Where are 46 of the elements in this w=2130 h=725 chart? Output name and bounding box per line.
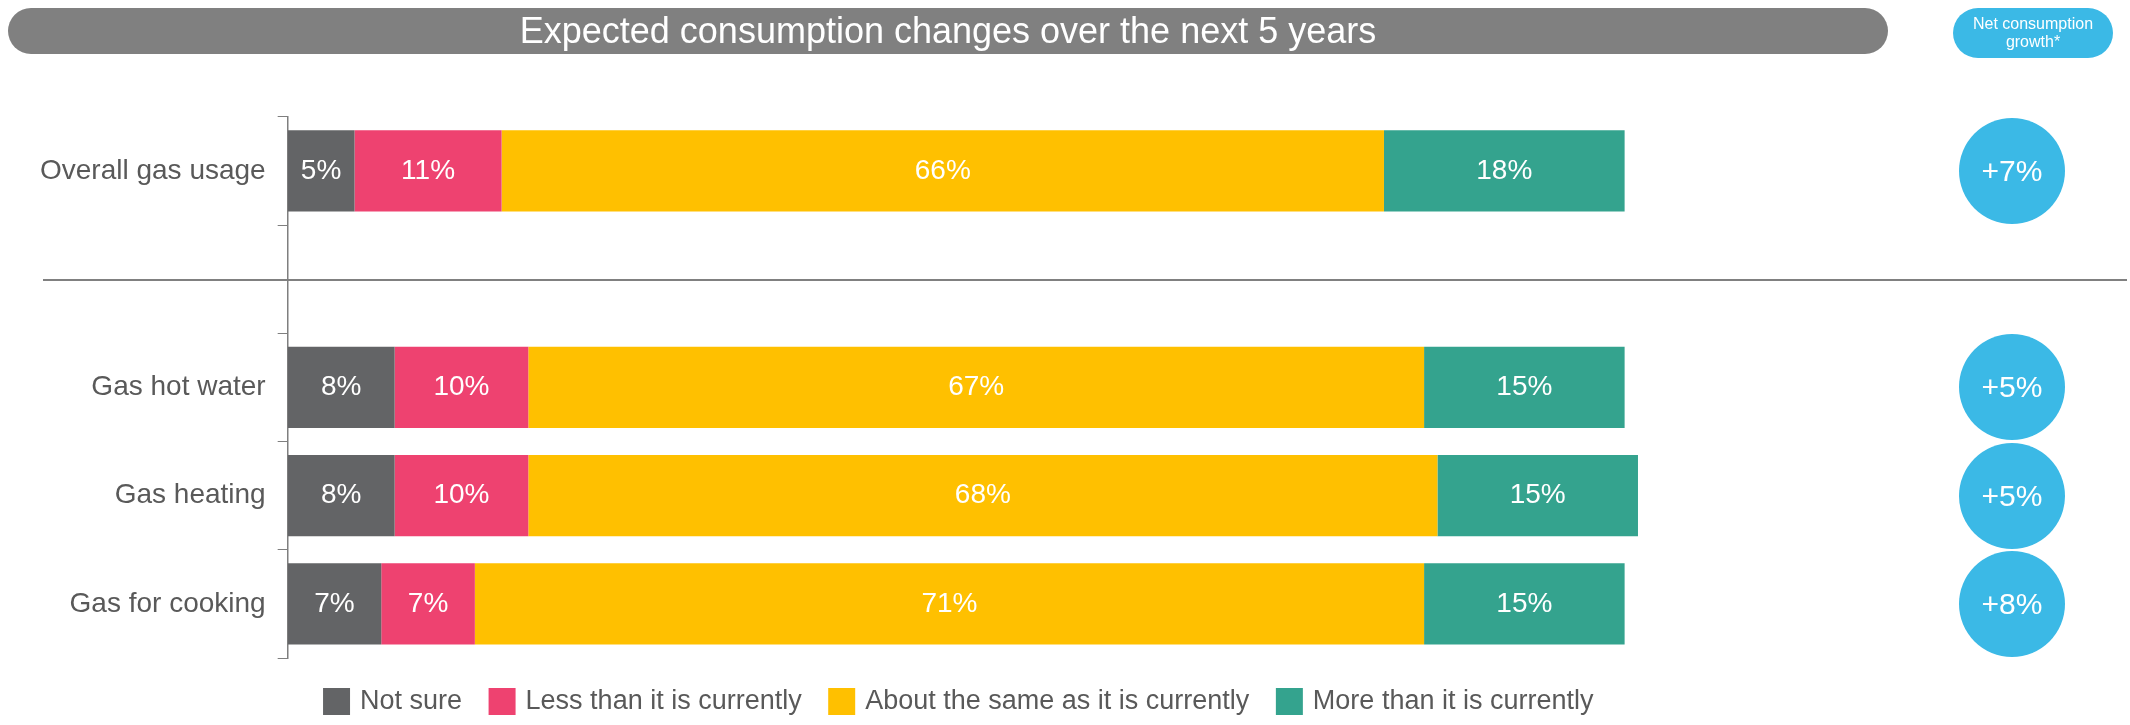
data-label: 18%	[1476, 153, 1533, 185]
bar	[394, 455, 529, 537]
y-tick-label: Overall gas usage	[39, 153, 266, 185]
data-label: 67%	[948, 370, 1005, 402]
bar	[287, 130, 355, 212]
data-label: 10%	[433, 370, 490, 402]
bar	[1383, 130, 1625, 212]
chart-title: Expected consumption changes over the next 5 years	[8, 8, 1888, 54]
legend-label: Less than it is currently	[525, 684, 803, 715]
data-label: 66%	[914, 153, 971, 185]
legend-label: Not sure	[360, 684, 463, 715]
data-label: 68%	[954, 478, 1011, 510]
data-label: 11%	[401, 153, 456, 185]
text: +8%	[1959, 550, 2065, 657]
data-label: 7%	[314, 586, 355, 618]
text: +5%	[1959, 334, 2065, 441]
data-label: 5%	[300, 153, 342, 185]
data-label: 8%	[320, 478, 362, 510]
bar	[1424, 346, 1625, 428]
bar	[394, 346, 529, 428]
bar	[1424, 563, 1625, 645]
bar	[528, 346, 1425, 428]
data-label: 15%	[1509, 478, 1566, 510]
legend-label: About the same as it is currently	[865, 684, 1250, 715]
data-label: 8%	[320, 370, 362, 402]
bar	[287, 563, 382, 645]
bar	[354, 130, 502, 212]
text: Net consumption growth*	[1953, 8, 2113, 58]
bar	[287, 455, 395, 537]
bar	[474, 563, 1425, 645]
bar	[381, 563, 475, 645]
bar	[1437, 455, 1638, 537]
y-tick-label: Gas hot water	[91, 370, 266, 402]
text: +5%	[1959, 442, 2065, 549]
y-tick-label: Gas heating	[114, 478, 266, 510]
bar	[528, 455, 1438, 537]
legend-label: More than it is currently	[1312, 684, 1594, 715]
data-label: 7%	[407, 586, 449, 618]
data-label: 71%	[921, 586, 978, 618]
data-label: 15%	[1496, 586, 1553, 618]
bar	[501, 130, 1384, 212]
bar	[287, 346, 395, 428]
data-label: 10%	[433, 478, 490, 510]
text: +7%	[1959, 117, 2065, 224]
y-tick-label: Gas for cooking	[69, 586, 266, 618]
data-label: 15%	[1496, 370, 1553, 402]
